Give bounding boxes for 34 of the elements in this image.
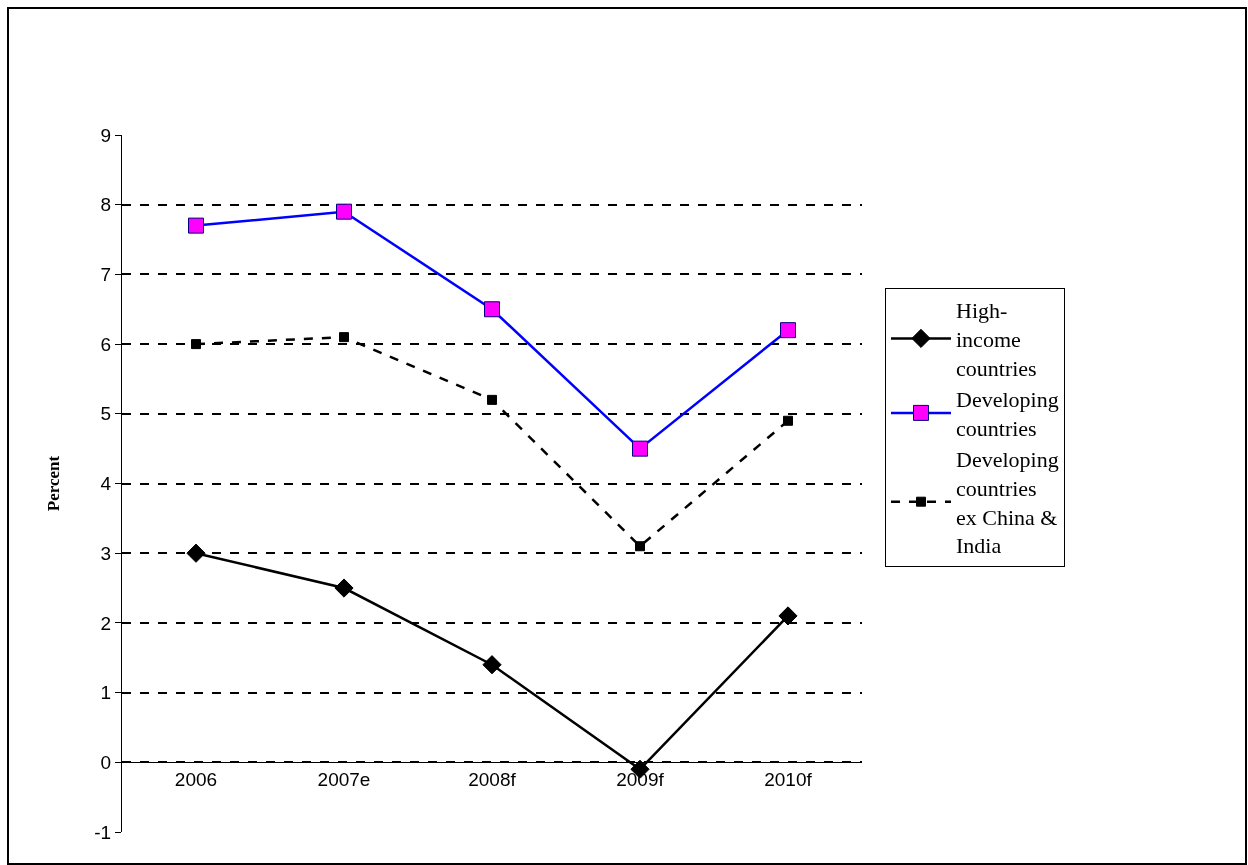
y-tick-label: 7 <box>100 264 112 286</box>
y-tick-label: 4 <box>100 473 112 495</box>
legend-label: Developing countries <box>956 387 1059 441</box>
y-tick-label: -1 <box>94 821 112 843</box>
x-tick-label: 2008f <box>468 769 517 791</box>
legend-label: Developing countries ex China & India <box>956 447 1059 559</box>
y-tick-label: 5 <box>100 403 112 425</box>
point <box>635 541 645 552</box>
y-tick-label: 3 <box>100 542 112 564</box>
point <box>780 322 796 339</box>
point <box>339 332 349 343</box>
point <box>632 440 648 457</box>
point <box>487 394 497 405</box>
y-tick-label: 9 <box>100 124 112 146</box>
y-axis-title: Percent <box>43 455 63 512</box>
point <box>336 203 352 220</box>
point <box>334 578 354 598</box>
point <box>484 301 500 318</box>
y-tick-label: 8 <box>100 194 112 216</box>
legend-label: High-income countries <box>956 298 1037 381</box>
point <box>783 415 793 426</box>
y-tick-label: 6 <box>100 333 112 355</box>
x-tick-label: 2007e <box>317 769 371 791</box>
y-tick-label: 2 <box>100 612 112 634</box>
y-tick-label: 0 <box>100 751 112 773</box>
point <box>482 655 502 675</box>
x-tick-label: 2006 <box>174 769 218 791</box>
x-tick-label: 2009f <box>616 769 665 791</box>
point <box>191 339 201 350</box>
point <box>778 606 798 626</box>
point <box>188 217 204 234</box>
point <box>186 543 206 563</box>
x-tick-label: 2010f <box>764 769 813 791</box>
y-tick-label: 1 <box>100 682 112 704</box>
